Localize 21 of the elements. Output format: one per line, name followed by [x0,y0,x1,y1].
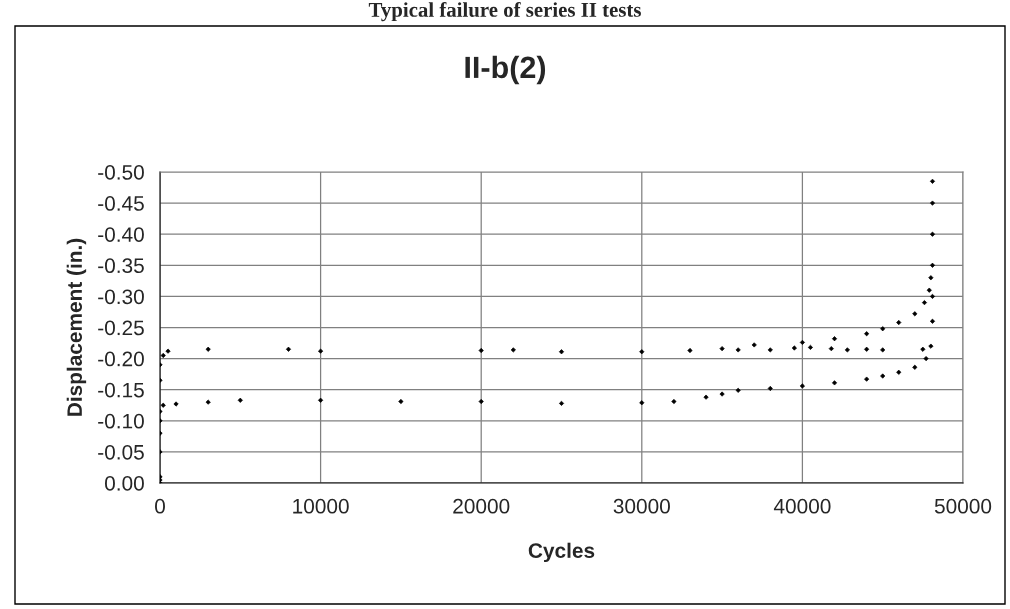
y-tick-label: -0.20 [98,351,144,367]
y-tick-label: -0.40 [98,227,144,242]
y-tick-label: -0.50 [98,165,144,180]
y-tick-label: -0.25 [98,320,144,336]
x-tick-label: 10000 [293,498,349,514]
x-tick-label: 20000 [453,498,510,514]
y-tick-label: -0.10 [98,413,144,429]
chart-subtitle: II-b(2) [465,55,546,85]
y-tick-label: 0.00 [104,476,144,491]
x-tick-label: 40000 [773,498,831,514]
y-tick-label: -0.05 [98,444,144,460]
y-tick-label: -0.45 [98,196,144,211]
y-tick-label: -0.15 [98,382,144,398]
chart-title: Typical failure of series II tests [368,2,641,22]
x-tick-label: 50000 [934,498,992,514]
x-tick-label: 0 [155,498,165,514]
x-tick-label: 30000 [613,498,670,514]
y-axis-title: Displacement (in.) [66,238,87,416]
y-tick-label: -0.35 [98,258,144,274]
x-axis-title: Cycles [528,542,595,563]
y-tick-label: -0.30 [98,289,144,305]
